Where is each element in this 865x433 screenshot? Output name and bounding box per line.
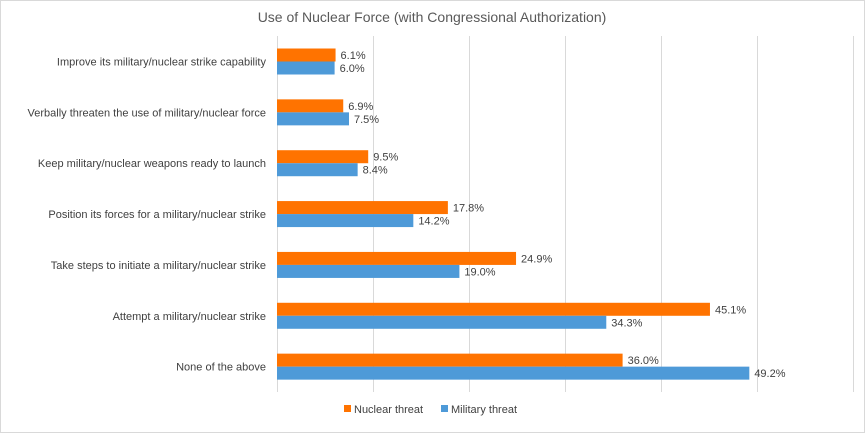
data-label: 45.1% [715, 304, 746, 316]
category-label: Verbally threaten the use of military/nu… [28, 107, 266, 119]
chart-title: Use of Nuclear Force (with Congressional… [258, 9, 607, 25]
military-threat-bar [277, 112, 349, 126]
legend-swatch [441, 405, 448, 412]
data-label: 19.0% [464, 266, 495, 278]
data-label: 24.9% [521, 253, 552, 265]
data-label: 6.0% [340, 63, 365, 75]
military-threat-bar [277, 315, 607, 329]
category-labels: Improve its military/nuclear strike capa… [28, 57, 267, 374]
category-label: Position its forces for a military/nucle… [48, 209, 266, 221]
nuclear-threat-bar [277, 353, 623, 367]
data-label: 6.9% [348, 101, 373, 113]
data-label: 8.4% [363, 165, 388, 177]
bars [277, 48, 750, 380]
nuclear-threat-bar [277, 150, 369, 164]
legend-nuclear-threat: Nuclear threat [354, 404, 423, 416]
military-threat-bar [277, 163, 358, 177]
legend: Nuclear threat Military threat [344, 404, 517, 416]
legend-swatch [344, 405, 351, 412]
military-threat-bar [277, 214, 414, 228]
data-label: 9.5% [373, 152, 398, 164]
legend-military-threat: Military threat [451, 404, 517, 416]
nuclear-threat-bar [277, 302, 710, 316]
data-label: 7.5% [354, 114, 379, 126]
data-label: 34.3% [611, 317, 642, 329]
military-threat-bar [277, 61, 335, 75]
data-label: 49.2% [754, 368, 785, 380]
gridlines [277, 36, 854, 392]
military-threat-bar [277, 264, 460, 278]
nuclear-threat-bar [277, 48, 336, 62]
nuclear-threat-bar [277, 251, 517, 265]
data-label: 14.2% [418, 216, 449, 228]
data-label: 17.8% [453, 203, 484, 215]
category-label: None of the above [176, 362, 266, 374]
category-label: Take steps to initiate a military/nuclea… [51, 260, 266, 272]
military-threat-bar [277, 366, 750, 380]
data-labels: 6.1%6.0% 6.9%7.5% 9.5%8.4% 17.8% 14.2% 24.9% 1… [340, 50, 786, 380]
category-label: Attempt a military/nuclear strike [113, 311, 266, 323]
category-label: Improve its military/nuclear strike capa… [57, 57, 267, 69]
data-label: 6.1% [341, 50, 366, 62]
category-label: Keep military/nuclear weapons ready to l… [38, 158, 266, 170]
nuclear-threat-bar [277, 201, 448, 215]
data-label: 36.0% [628, 355, 659, 367]
nuclear-threat-bar [277, 99, 344, 113]
